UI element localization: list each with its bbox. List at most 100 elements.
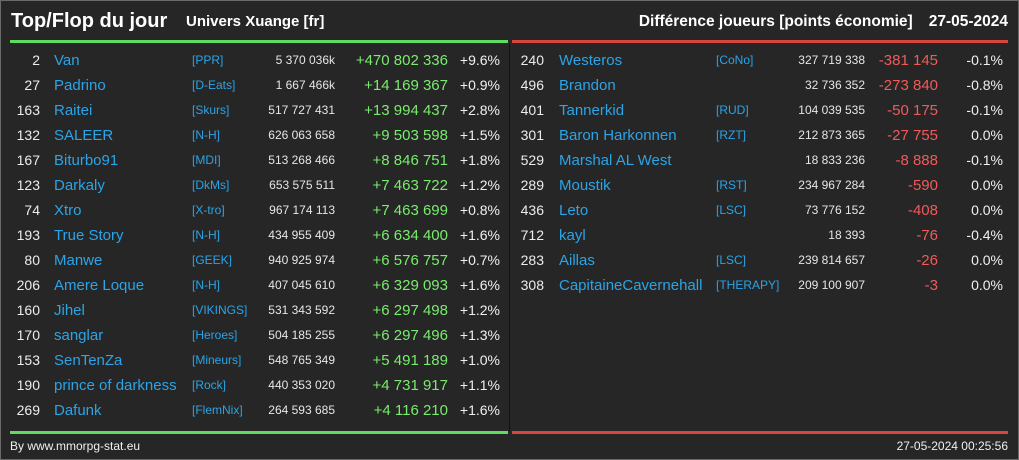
top-gainer-row: 153 SenTenZa [Mineurs] 548 765 349 +5 491 18… — [1, 348, 510, 373]
points-diff-percent: +1.8% — [459, 152, 500, 168]
top-loser-row: 240 Westeros [CoNo] 327 719 338 -381 145 -0.1… — [510, 48, 1018, 73]
player-name[interactable]: Dafunk — [54, 402, 102, 419]
points-diff: -590 — [907, 177, 938, 194]
alliance-tag[interactable]: [LSC] — [716, 253, 747, 267]
player-name[interactable]: Xtro — [54, 202, 82, 219]
points-diff: -76 — [916, 227, 938, 244]
points-diff-percent: 0.0% — [971, 252, 1003, 268]
player-name[interactable]: prince of darkness — [54, 377, 177, 394]
alliance-tag[interactable]: [RUD] — [716, 103, 749, 117]
player-name[interactable]: Raitei — [54, 102, 93, 119]
player-rank: 240 — [520, 52, 544, 68]
points-diff: -381 145 — [878, 52, 938, 69]
top-losers-accent-line — [512, 40, 1008, 43]
player-points: 434 955 409 — [268, 228, 335, 242]
player-rank: 170 — [16, 327, 40, 343]
player-name[interactable]: Marshal AL West — [559, 152, 672, 169]
player-name[interactable]: kayl — [559, 227, 586, 244]
player-name[interactable]: True Story — [54, 227, 124, 244]
player-points: 209 100 907 — [798, 278, 865, 292]
player-rank: 163 — [16, 102, 40, 118]
alliance-tag[interactable]: [Skurs] — [192, 103, 230, 117]
player-points: 18 393 — [828, 228, 865, 242]
points-diff-percent: +9.6% — [459, 52, 500, 68]
player-rank: 496 — [520, 77, 544, 93]
alliance-tag[interactable]: [D-Eats] — [192, 78, 236, 92]
alliance-tag[interactable]: [VIKINGS] — [192, 303, 248, 317]
player-name[interactable]: Leto — [559, 202, 589, 219]
alliance-tag[interactable]: [DkMs] — [192, 178, 230, 192]
player-points: 940 925 974 — [268, 253, 335, 267]
player-name[interactable]: Tannerkid — [559, 102, 625, 119]
top-gainers-bottom-line — [10, 431, 508, 434]
alliance-tag[interactable]: [PPR] — [192, 53, 224, 67]
player-name[interactable]: Padrino — [54, 77, 106, 94]
top-gainer-row: 190 prince of darkness [Rock] 440 353 020 +4… — [1, 373, 510, 398]
player-name[interactable]: Biturbo91 — [54, 152, 119, 169]
alliance-tag[interactable]: [N-H] — [192, 128, 220, 142]
player-rank: 308 — [520, 277, 544, 293]
points-diff: +6 297 498 — [372, 302, 449, 319]
alliance-tag[interactable]: [FlemNix] — [192, 403, 243, 417]
alliance-tag[interactable]: [RZT] — [716, 128, 746, 142]
player-rank: 80 — [24, 252, 40, 268]
alliance-tag[interactable]: [THERAPY] — [716, 278, 780, 292]
player-rank: 2 — [32, 52, 40, 68]
player-name[interactable]: Baron Harkonnen — [559, 127, 677, 144]
player-name[interactable]: Westeros — [559, 52, 623, 69]
points-diff: -26 — [916, 252, 938, 269]
points-diff-percent: 0.0% — [971, 202, 1003, 218]
player-name[interactable]: Aillas — [559, 252, 595, 269]
points-diff-percent: +0.9% — [459, 77, 500, 93]
player-name[interactable]: Amere Loque — [54, 277, 145, 294]
top-gainer-row: 80 Manwe [GEEK] 940 925 974 +6 576 757 +0.7% — [1, 248, 510, 273]
player-name[interactable]: Moustik — [559, 177, 611, 194]
alliance-tag[interactable]: [MDI] — [192, 153, 221, 167]
player-points: 327 719 338 — [798, 53, 865, 67]
player-name[interactable]: Darkaly — [54, 177, 105, 194]
player-name[interactable]: SALEER — [54, 127, 114, 144]
alliance-tag[interactable]: [Rock] — [192, 378, 227, 392]
points-diff: +13 994 437 — [364, 102, 448, 119]
alliance-tag[interactable]: [X-tro] — [192, 203, 225, 217]
player-name[interactable]: Brandon — [559, 77, 616, 94]
top-loser-row: 301 Baron Harkonnen [RZT] 212 873 365 -27 75… — [510, 123, 1018, 148]
alliance-tag[interactable]: [CoNo] — [716, 53, 754, 67]
player-points: 626 063 658 — [268, 128, 335, 142]
player-name[interactable]: CapitaineCavernehall — [559, 277, 703, 294]
page-title: Top/Flop du jour — [11, 10, 168, 32]
player-rank: 74 — [24, 202, 40, 218]
ranking-date: 27-05-2024 — [928, 13, 1008, 30]
player-name[interactable]: Manwe — [54, 252, 103, 269]
top-gainer-row: 163 Raitei [Skurs] 517 727 431 +13 994 437 +2… — [1, 98, 510, 123]
player-name[interactable]: sanglar — [54, 327, 104, 344]
top-gainer-row: 132 SALEER [N-H] 626 063 658 +9 503 598 +1.5% — [1, 123, 510, 148]
alliance-tag[interactable]: [N-H] — [192, 278, 220, 292]
universe-label: Univers Xuange [fr] — [186, 13, 325, 30]
player-name[interactable]: SenTenZa — [54, 352, 123, 369]
player-points: 440 353 020 — [268, 378, 335, 392]
top-loser-row: 289 Moustik [RST] 234 967 284 -590 0.0% — [510, 173, 1018, 198]
player-points: 504 185 255 — [268, 328, 335, 342]
alliance-tag[interactable]: [Mineurs] — [192, 353, 242, 367]
player-points: 531 343 592 — [268, 303, 335, 317]
player-points: 1 667 466k — [275, 78, 335, 92]
alliance-tag[interactable]: [N-H] — [192, 228, 220, 242]
player-rank: 193 — [16, 227, 40, 243]
alliance-tag[interactable]: [RST] — [716, 178, 747, 192]
alliance-tag[interactable]: [LSC] — [716, 203, 747, 217]
alliance-tag[interactable]: [GEEK] — [192, 253, 233, 267]
points-diff: +4 731 917 — [372, 377, 449, 394]
player-points: 32 736 352 — [804, 78, 865, 92]
points-diff: +6 634 400 — [372, 227, 449, 244]
player-name[interactable]: Van — [54, 52, 80, 69]
points-diff: +8 846 751 — [372, 152, 449, 169]
top-gainer-row: 193 True Story [N-H] 434 955 409 +6 634 400 +… — [1, 223, 510, 248]
player-points: 239 814 657 — [798, 253, 865, 267]
player-points: 513 268 466 — [268, 153, 335, 167]
player-name[interactable]: Jihel — [54, 302, 85, 319]
points-diff-percent: +1.6% — [459, 227, 500, 243]
points-diff-percent: +1.6% — [459, 402, 500, 418]
alliance-tag[interactable]: [Heroes] — [192, 328, 238, 342]
